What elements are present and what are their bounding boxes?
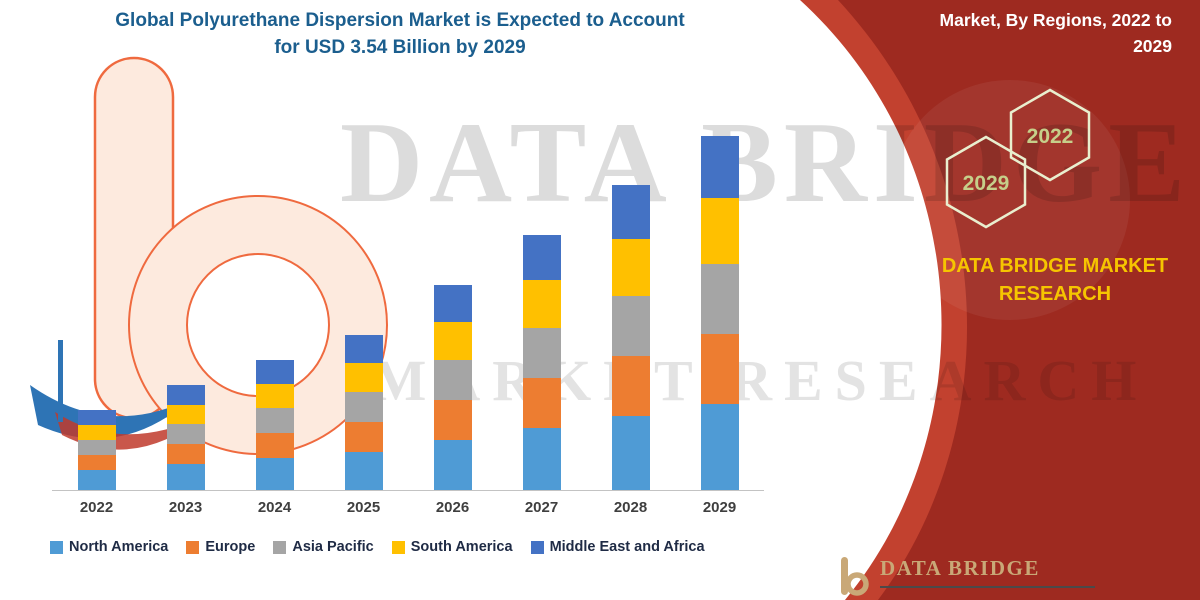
bar-segment	[255, 408, 294, 433]
x-axis-labels: 2022 2023 2024 2025 2026 2027 2028 2029	[52, 499, 764, 516]
x-tick-label: 2022	[79, 499, 114, 516]
bar-column	[408, 95, 497, 490]
banner-line1: Market, By Regions, 2022 to	[939, 10, 1172, 30]
bar-segment	[166, 385, 205, 405]
x-tick-label: 2025	[346, 499, 381, 516]
banner-title: Market, By Regions, 2022 to 2029	[872, 7, 1172, 60]
bar-segment	[77, 410, 116, 425]
x-tick-label: 2027	[524, 499, 559, 516]
bar-column	[675, 95, 764, 490]
bar-segment	[77, 425, 116, 440]
legend-swatch	[50, 540, 63, 554]
bar-column	[319, 95, 408, 490]
x-tick-label: 2023	[168, 499, 203, 516]
bar-segment	[77, 455, 116, 470]
bar-segment	[77, 470, 116, 490]
bar-column	[230, 95, 319, 490]
stacked-bar-2027	[522, 235, 561, 490]
legend-label: Europe	[205, 539, 256, 555]
bar-segment	[611, 185, 650, 239]
bar-segment	[255, 360, 294, 384]
bar-segment	[700, 198, 739, 264]
legend-item: Europe	[186, 539, 255, 555]
legend-swatch	[273, 540, 287, 554]
stacked-bar-2026	[433, 285, 472, 490]
legend-label: South America	[410, 539, 513, 555]
banner-line2: 2029	[1133, 36, 1172, 57]
bar-segment	[433, 400, 472, 440]
legend-item: Middle East and Africa	[530, 539, 705, 555]
legend-label: Asia Pacific	[292, 539, 374, 555]
x-tick-label: 2024	[257, 499, 292, 516]
bar-segment	[166, 424, 205, 444]
legend-item: North America	[50, 539, 168, 555]
bar-segment	[611, 356, 650, 416]
bar-segment	[611, 239, 650, 296]
bar-segment	[700, 404, 739, 490]
bar-segment	[433, 285, 472, 322]
bar-column	[497, 95, 586, 490]
bar-segment	[255, 458, 294, 490]
legend-swatch	[391, 540, 405, 554]
bar-segment	[522, 280, 561, 328]
bar-column	[586, 95, 675, 490]
bar-segment	[700, 264, 739, 334]
bar-segment	[522, 235, 561, 280]
stacked-bar-2022	[77, 410, 116, 490]
chart-title: Global Polyurethane Dispersion Market is…	[70, 8, 730, 61]
dbmr-brand-line1: DATA BRIDGE MARKET	[941, 255, 1169, 277]
stacked-bar-2024	[255, 360, 294, 490]
legend-item: South America	[391, 539, 513, 555]
footer-brand-name: DATA BRIDGE	[880, 556, 1040, 580]
footer-divider	[880, 586, 1095, 588]
bar-segment	[344, 363, 383, 392]
stacked-bar-2025	[344, 335, 383, 490]
bar-segment	[166, 405, 205, 424]
legend-swatch	[530, 540, 544, 554]
bar-segment	[522, 328, 561, 378]
stacked-bar-2029	[700, 136, 739, 490]
dbmr-brand-line2: RESEARCH	[998, 283, 1112, 305]
bar-segment	[522, 378, 561, 428]
chart-title-line2: for USD 3.54 Billion by 2029	[274, 36, 526, 58]
bar-segment	[344, 335, 383, 363]
x-tick-label: 2026	[435, 499, 470, 516]
stacked-bar-2023	[166, 385, 205, 490]
bar-segment	[522, 428, 561, 490]
bar-segment	[433, 360, 472, 400]
bar-segment	[433, 322, 472, 360]
bar-segment	[611, 416, 650, 490]
bar-segment	[700, 334, 739, 404]
bar-segment	[344, 452, 383, 490]
bar-segment	[166, 464, 205, 490]
bar-segment	[255, 433, 294, 458]
bar-segment	[344, 392, 383, 422]
legend-item: Asia Pacific	[273, 539, 374, 555]
legend: North America Europe Asia Pacific South Ame…	[50, 539, 780, 555]
bar-segment	[344, 422, 383, 452]
bar-segment	[433, 440, 472, 490]
x-tick-label: 2028	[613, 499, 648, 516]
bar-segment	[255, 384, 294, 408]
bar-segment	[700, 136, 739, 198]
stacked-bar-2028	[611, 185, 650, 490]
dbmr-brand-text: DATA BRIDGE MARKET RESEARCH	[935, 252, 1175, 308]
legend-label: North America	[69, 539, 169, 555]
footer-brand: DATA BRIDGE	[838, 556, 1095, 598]
bar-segment	[77, 440, 116, 455]
bar-column	[52, 95, 141, 490]
legend-swatch	[186, 540, 200, 554]
plot-area	[52, 95, 764, 491]
bar-segment	[611, 296, 650, 356]
chart-title-line1: Global Polyurethane Dispersion Market is…	[115, 10, 685, 31]
footer-logo-icon	[841, 557, 869, 596]
bar-segment	[166, 444, 205, 464]
bar-column	[141, 95, 230, 490]
legend-label: Middle East and Africa	[549, 539, 705, 555]
x-tick-label: 2029	[702, 499, 737, 516]
